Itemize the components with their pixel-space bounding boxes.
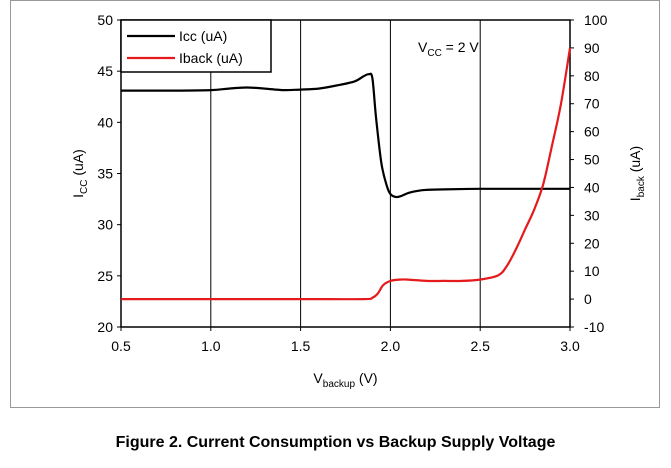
x-tick-label: 2.5: [470, 338, 490, 354]
vcc-annotation: VCC = 2 V: [418, 39, 479, 59]
y-right-tick-label: 40: [584, 179, 600, 195]
y-right-tick-label: 0: [584, 291, 592, 307]
legend-box: [120, 19, 272, 73]
x-axis-label: Vbackup (V): [313, 370, 377, 390]
y-left-tick-label: 40: [97, 114, 113, 130]
y-right-tick-label: 20: [584, 235, 600, 251]
y-right-tick-label: 30: [584, 207, 600, 223]
y-right-tick-label: -10: [584, 319, 604, 335]
y-right-tick-label: 100: [584, 12, 608, 28]
y-right-tick-label: 90: [584, 40, 600, 56]
chart: 0.5 1.0 1.5 2.0 2.5 3.0 20 25 30 35 40 45 50 -10 0 10 20…: [70, 12, 647, 390]
legend-label: Icc (uA): [179, 28, 227, 44]
y-left-tick-label: 50: [97, 12, 113, 28]
y-left-tick-label: 45: [97, 63, 113, 79]
y-left-tick-label: 30: [97, 217, 113, 233]
figure-caption: Figure 2. Current Consumption vs Backup …: [115, 434, 556, 451]
legend-label: Iback (uA): [179, 50, 243, 66]
y-left-tick-label: 35: [97, 166, 113, 182]
y-right-tick-label: 10: [584, 263, 600, 279]
y-right-tick-label: 70: [584, 96, 600, 112]
x-tick-label: 1.0: [201, 338, 221, 354]
x-tick-label: 3.0: [560, 338, 580, 354]
series-line-0: [120, 72, 570, 199]
x-tick-label: 1.5: [291, 338, 311, 354]
x-tick-label: 0.5: [111, 338, 131, 354]
y-left-tick-label: 25: [97, 268, 113, 284]
y-left-axis-label: ICC (uA): [70, 149, 90, 198]
y-right-tick-label: 80: [584, 68, 600, 84]
series-line-1: [121, 47, 572, 301]
x-tick-label: 2.0: [381, 338, 401, 354]
figure-frame: [10, 0, 660, 408]
y-right-tick-label: 50: [584, 152, 600, 168]
y-left-tick-label: 20: [97, 319, 113, 335]
y-right-axis-label: Iback (uA): [627, 146, 647, 201]
y-right-tick-label: 60: [584, 124, 600, 140]
